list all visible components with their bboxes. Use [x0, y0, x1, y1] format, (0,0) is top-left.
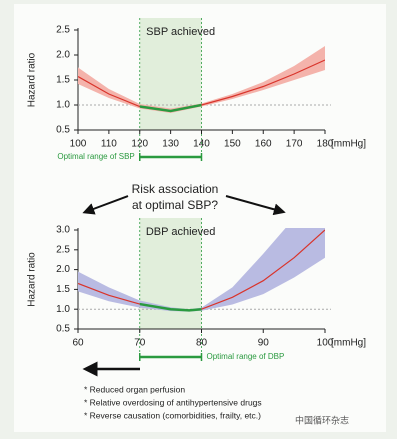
- x-tick-label: 80: [196, 338, 208, 349]
- x-tick-label: 110: [101, 139, 117, 150]
- range-label: Optimal range of SBP: [57, 152, 134, 161]
- x-tick-label: 70: [134, 338, 146, 349]
- note: * Reduced organ perfusion: [84, 384, 185, 394]
- question: at optimal SBP?: [132, 198, 218, 212]
- confidence-band: [78, 46, 325, 113]
- y-axis-label: Hazard ratio: [27, 252, 38, 307]
- x-tick-label: 150: [224, 139, 241, 150]
- x-tick-label: 170: [286, 139, 303, 150]
- x-tick-label: 90: [258, 338, 270, 349]
- y-axis-label: Hazard ratio: [27, 52, 38, 107]
- y-tick-label: 2.0: [56, 50, 70, 61]
- x-tick-label: 140: [193, 139, 210, 150]
- x-tick-label: 60: [72, 338, 84, 349]
- watermark: 中国循环杂志: [295, 414, 349, 425]
- note: * Reverse causation (comorbidities, frai…: [84, 410, 261, 420]
- y-tick-label: 1.5: [56, 75, 70, 86]
- x-tick-label: 160: [255, 139, 272, 150]
- y-tick-label: 1.5: [56, 284, 70, 295]
- note: * Relative overdosing of antihypertensiv…: [84, 397, 262, 407]
- x-tick-label: 130: [162, 139, 179, 150]
- chart-title: SBP achieved: [146, 26, 215, 38]
- x-tick-label: 100: [70, 139, 87, 150]
- confidence-band: [78, 228, 325, 312]
- y-tick-label: 0.5: [56, 324, 70, 335]
- question: Risk association: [132, 182, 219, 196]
- optimal-line: [139, 302, 202, 312]
- y-tick-label: 3.0: [56, 225, 70, 236]
- x-unit: [mmHg]: [331, 338, 366, 349]
- arrow: [225, 195, 286, 216]
- x-tick-label: 100: [317, 338, 334, 349]
- y-tick-label: 2.5: [56, 25, 70, 36]
- chart-title: DBP achieved: [146, 226, 216, 238]
- y-tick-label: 2.5: [56, 244, 70, 255]
- range-label: Optimal range of DBP: [207, 352, 285, 361]
- x-unit: [mmHg]: [331, 139, 366, 150]
- x-tick-label: 120: [131, 139, 148, 150]
- x-tick-label: 180: [317, 139, 334, 150]
- y-tick-label: 1.0: [56, 304, 70, 315]
- y-tick-label: 2.0: [56, 264, 70, 275]
- arrow: [82, 195, 129, 215]
- y-tick-label: 0.5: [56, 125, 70, 136]
- y-tick-label: 1.0: [56, 100, 70, 111]
